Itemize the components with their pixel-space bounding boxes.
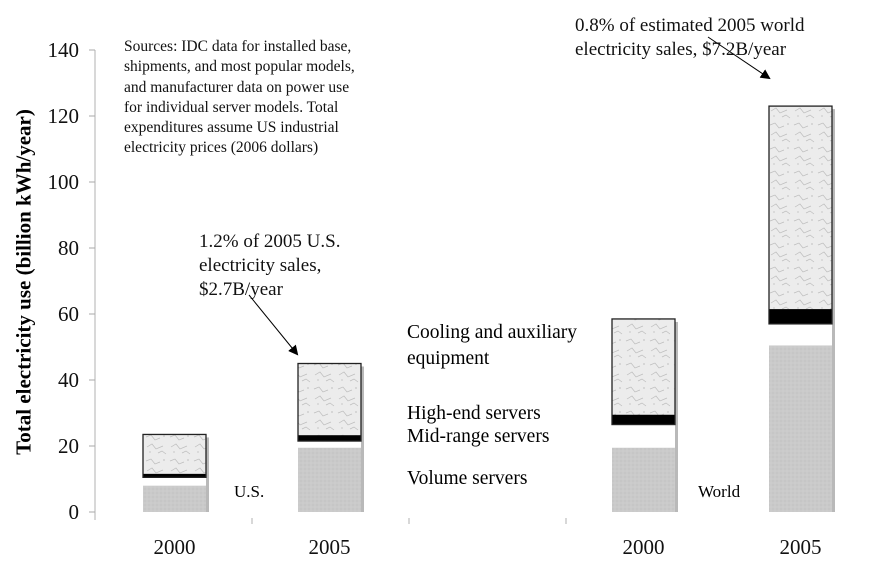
y-tick-label: 20 [58,434,79,458]
bar-segment-mid-range-servers [143,477,206,486]
y-tick-label: 60 [58,302,79,326]
y-tick-label: 100 [48,170,80,194]
bar-segment-volume-servers [143,485,206,512]
y-tick-label: 140 [48,38,80,62]
legend-volume: Volume servers [407,468,528,489]
bar-segment-mid-range-servers [612,424,675,448]
bar-segment-mid-range-servers [769,323,832,346]
legend-mid-range: Mid-range servers [407,426,550,447]
y-tick-label: 80 [58,236,79,260]
bar-outline [297,362,362,442]
bar-segment-cooling-and-auxiliary-equipment [298,363,361,436]
bar-outline [768,105,833,325]
bar-outline [142,433,207,479]
bar-segment-high-end-servers [143,473,206,478]
bar-segment-high-end-servers [769,309,832,324]
bar-segment-mid-range-servers [298,441,361,448]
bars-layer [142,105,835,512]
y-tick-label: 0 [69,500,80,524]
annotation-arrows [248,36,771,356]
world-annotation: 0.8% of estimated 2005 world electricity… [575,15,805,60]
us-annotation-arrow [248,294,299,356]
x-tick-label: 2005 [309,535,351,559]
x-tick-label: 2000 [154,535,196,559]
bar-outline [611,318,676,426]
bar-segment-high-end-servers [612,414,675,425]
bar-stack-world-2000 [611,318,678,512]
bar-shadow [675,321,678,512]
bar-shadow [361,366,364,512]
legend-cooling: Cooling and auxiliary equipment [407,322,578,369]
y-tick-label: 120 [48,104,80,128]
bar-stack-us-2000 [142,433,209,512]
bar-segment-volume-servers [612,447,675,512]
bar-segment-volume-servers [769,345,832,512]
bar-shadow [832,109,835,512]
bar-stack-world-2005 [768,105,835,512]
x-tick-label: 2005 [780,535,822,559]
group-label-us: U.S. [234,482,265,501]
bar-segment-volume-servers [298,447,361,512]
us-annotation: 1.2% of 2005 U.S. electricity sales, $2.… [199,231,341,300]
x-tick-label: 2000 [623,535,665,559]
world-annotation-arrow [707,36,771,80]
y-axis-label: Total electricity use (billion kWh/year) [11,109,36,455]
sources-note: Sources: IDC data for installed base, sh… [124,38,355,157]
bar-stack-us-2005 [297,362,364,512]
bar-segment-cooling-and-auxiliary-equipment [612,318,675,415]
bar-shadow [206,437,209,512]
y-tick-label: 40 [58,368,79,392]
axis-layer: 0 20 40 60 80 100 120 140 2000 2005 2000 2005 [48,38,822,559]
group-label-world: World [698,482,741,501]
bar-segment-cooling-and-auxiliary-equipment [143,434,206,474]
legend-high-end: High-end servers [407,403,541,424]
bar-segment-high-end-servers [298,435,361,442]
bar-segment-cooling-and-auxiliary-equipment [769,106,832,310]
